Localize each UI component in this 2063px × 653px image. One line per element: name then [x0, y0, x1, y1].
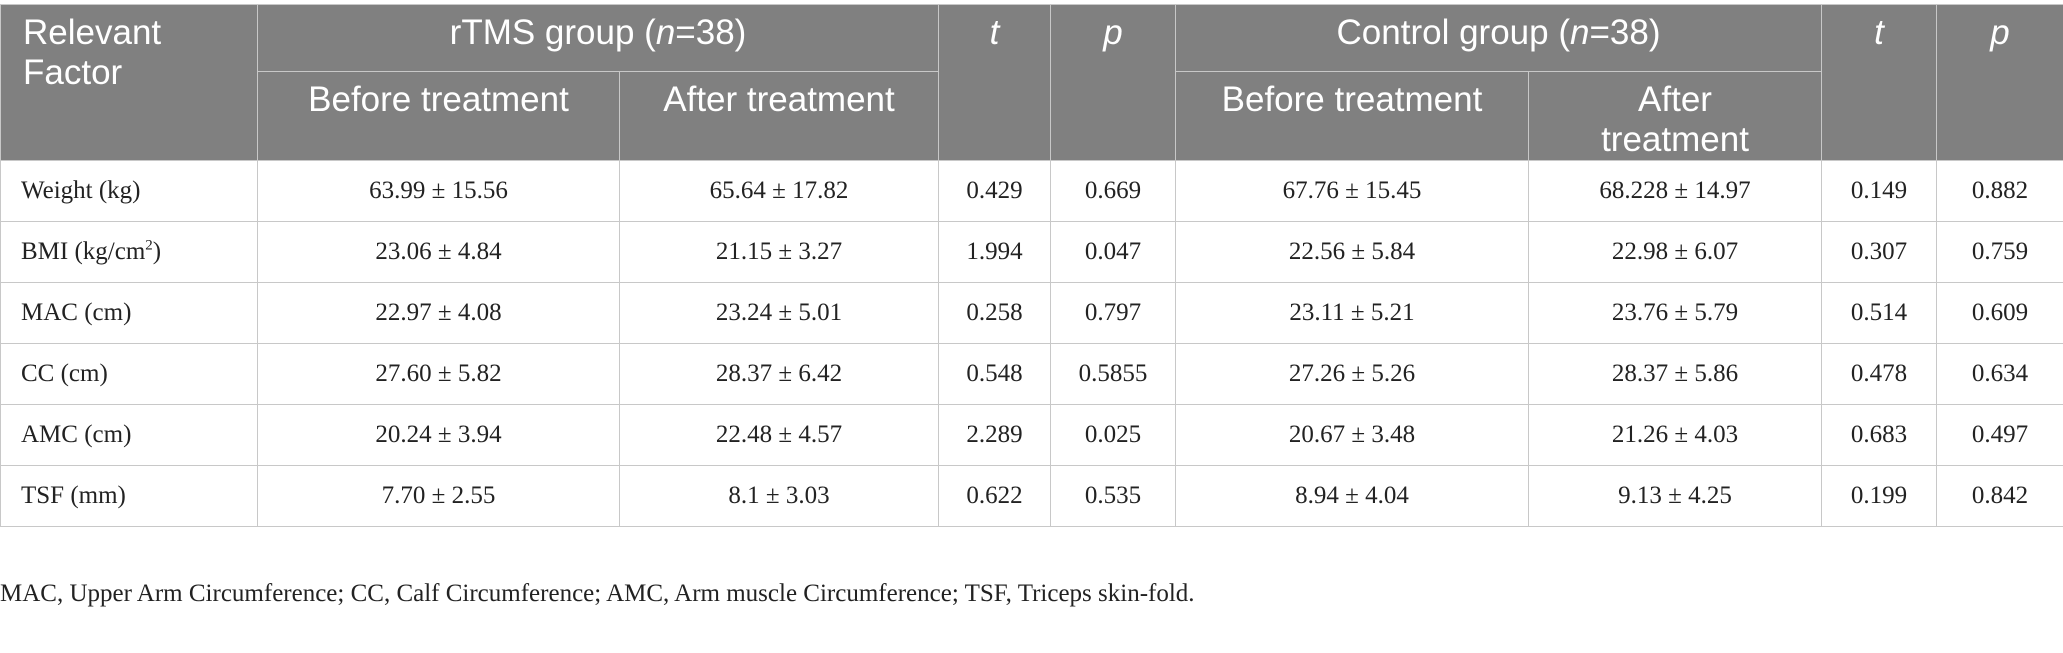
control-before-cell: 27.26 ± 5.26 [1175, 343, 1529, 405]
header-rtms-group-n: n [655, 13, 676, 52]
control-after-cell: 23.76 ± 5.79 [1527, 282, 1823, 344]
rtms-before-cell: 22.97 ± 4.08 [257, 282, 620, 344]
header-rtms-group-suffix: =38) [675, 13, 747, 52]
factor-cell: Weight (kg) [0, 160, 258, 222]
control-t-cell: 0.514 [1821, 282, 1938, 344]
rtms-after-cell: 28.37 ± 6.42 [619, 343, 939, 405]
table-row: MAC (cm) 22.97 ± 4.08 23.24 ± 5.01 0.258 0.7… [0, 282, 2063, 344]
control-p-cell: 0.759 [1936, 221, 2063, 283]
table-row: CC (cm) 27.60 ± 5.82 28.37 ± 6.42 0.548 0.58… [0, 343, 2063, 405]
control-after-cell: 21.26 ± 4.03 [1527, 404, 1823, 466]
factor-label: BMI (kg/cm [21, 238, 146, 265]
rtms-t-cell: 0.429 [938, 160, 1051, 222]
header-control-p: p [1936, 4, 2063, 161]
header-rtms-p: p [1050, 4, 1176, 161]
rtms-after-cell: 21.15 ± 3.27 [619, 221, 939, 283]
header-control-p-label: p [1990, 13, 2010, 52]
control-p-cell: 0.842 [1936, 465, 2063, 527]
control-after-cell: 9.13 ± 4.25 [1527, 465, 1823, 527]
table-row: TSF (mm) 7.70 ± 2.55 8.1 ± 3.03 0.622 0.535 8… [0, 465, 2063, 527]
factor-cell: MAC (cm) [0, 282, 258, 344]
control-t-cell: 0.149 [1821, 160, 1938, 222]
control-p-cell: 0.497 [1936, 404, 2063, 466]
control-before-cell: 23.11 ± 5.21 [1175, 282, 1529, 344]
header-rtms-group: rTMS group (n=38) [257, 4, 939, 72]
rtms-t-cell: 0.548 [938, 343, 1051, 405]
rtms-p-cell: 0.535 [1050, 465, 1176, 527]
control-before-cell: 8.94 ± 4.04 [1175, 465, 1529, 527]
results-table-container: Relevant Factor rTMS group (n=38) t p Co… [0, 4, 2063, 527]
control-p-cell: 0.609 [1936, 282, 2063, 344]
header-control-group-suffix: =38) [1589, 13, 1661, 52]
factor-cell: TSF (mm) [0, 465, 258, 527]
rtms-t-cell: 1.994 [938, 221, 1051, 283]
factor-label: AMC (cm) [21, 421, 132, 448]
control-p-cell: 0.882 [1936, 160, 2063, 222]
header-rtms-after: After treatment [619, 71, 939, 161]
rtms-t-cell: 0.622 [938, 465, 1051, 527]
control-t-cell: 0.683 [1821, 404, 1938, 466]
control-before-cell: 22.56 ± 5.84 [1175, 221, 1529, 283]
control-t-cell: 0.199 [1821, 465, 1938, 527]
control-after-cell: 28.37 ± 5.86 [1527, 343, 1823, 405]
rtms-before-cell: 63.99 ± 15.56 [257, 160, 620, 222]
rtms-before-cell: 23.06 ± 4.84 [257, 221, 620, 283]
factor-label: Weight (kg) [21, 177, 141, 204]
factor-cell: BMI (kg/cm2) [0, 221, 258, 283]
header-control-before: Before treatment [1175, 71, 1529, 161]
rtms-p-cell: 0.669 [1050, 160, 1176, 222]
table-footnote: MAC, Upper Arm Circumference; CC, Calf C… [0, 580, 1195, 607]
header-rtms-t-label: t [989, 13, 1000, 52]
control-after-cell: 22.98 ± 6.07 [1527, 221, 1823, 283]
rtms-after-cell: 65.64 ± 17.82 [619, 160, 939, 222]
rtms-p-cell: 0.5855 [1050, 343, 1176, 405]
control-before-cell: 67.76 ± 15.45 [1175, 160, 1529, 222]
rtms-p-cell: 0.047 [1050, 221, 1176, 283]
header-control-t: t [1821, 4, 1938, 161]
control-before-cell: 20.67 ± 3.48 [1175, 404, 1529, 466]
factor-label: CC (cm) [21, 360, 108, 387]
rtms-p-cell: 0.797 [1050, 282, 1176, 344]
factor-label: MAC (cm) [21, 299, 132, 326]
factor-label: TSF (mm) [21, 482, 126, 509]
header-control-group-n: n [1569, 13, 1590, 52]
header-relevant-factor: Relevant Factor [0, 4, 258, 161]
factor-superscript: 2 [145, 237, 153, 254]
rtms-after-cell: 22.48 ± 4.57 [619, 404, 939, 466]
rtms-t-cell: 0.258 [938, 282, 1051, 344]
rtms-p-cell: 0.025 [1050, 404, 1176, 466]
table-row: Weight (kg) 63.99 ± 15.56 65.64 ± 17.82 0.4… [0, 160, 2063, 222]
rtms-before-cell: 7.70 ± 2.55 [257, 465, 620, 527]
header-rtms-t: t [938, 4, 1051, 161]
rtms-before-cell: 27.60 ± 5.82 [257, 343, 620, 405]
rtms-t-cell: 2.289 [938, 404, 1051, 466]
rtms-after-cell: 23.24 ± 5.01 [619, 282, 939, 344]
control-t-cell: 0.478 [1821, 343, 1938, 405]
control-p-cell: 0.634 [1936, 343, 2063, 405]
factor-label-tail: ) [152, 238, 162, 265]
header-control-group: Control group (n=38) [1174, 4, 1823, 72]
header-rtms-p-label: p [1103, 13, 1123, 52]
header-control-after: After treatment [1527, 71, 1823, 161]
control-t-cell: 0.307 [1821, 221, 1938, 283]
table-row: BMI (kg/cm2) 23.06 ± 4.84 21.15 ± 3.27 1.99… [0, 221, 2063, 283]
rtms-before-cell: 20.24 ± 3.94 [257, 404, 620, 466]
header-rtms-group-prefix: rTMS group ( [449, 13, 656, 52]
factor-cell: AMC (cm) [0, 404, 258, 466]
header-control-t-label: t [1874, 13, 1884, 52]
table-body: Weight (kg) 63.99 ± 15.56 65.64 ± 17.82 0.4… [0, 160, 2063, 527]
table-header: Relevant Factor rTMS group (n=38) t p Co… [0, 4, 2063, 161]
header-control-group-prefix: Control group ( [1336, 13, 1570, 52]
rtms-after-cell: 8.1 ± 3.03 [619, 465, 939, 527]
table-row: AMC (cm) 20.24 ± 3.94 22.48 ± 4.57 2.289 0.0… [0, 404, 2063, 466]
factor-cell: CC (cm) [0, 343, 258, 405]
results-table: Relevant Factor rTMS group (n=38) t p Co… [0, 4, 2063, 527]
header-rtms-before: Before treatment [257, 71, 620, 161]
control-after-cell: 68.228 ± 14.97 [1527, 160, 1823, 222]
